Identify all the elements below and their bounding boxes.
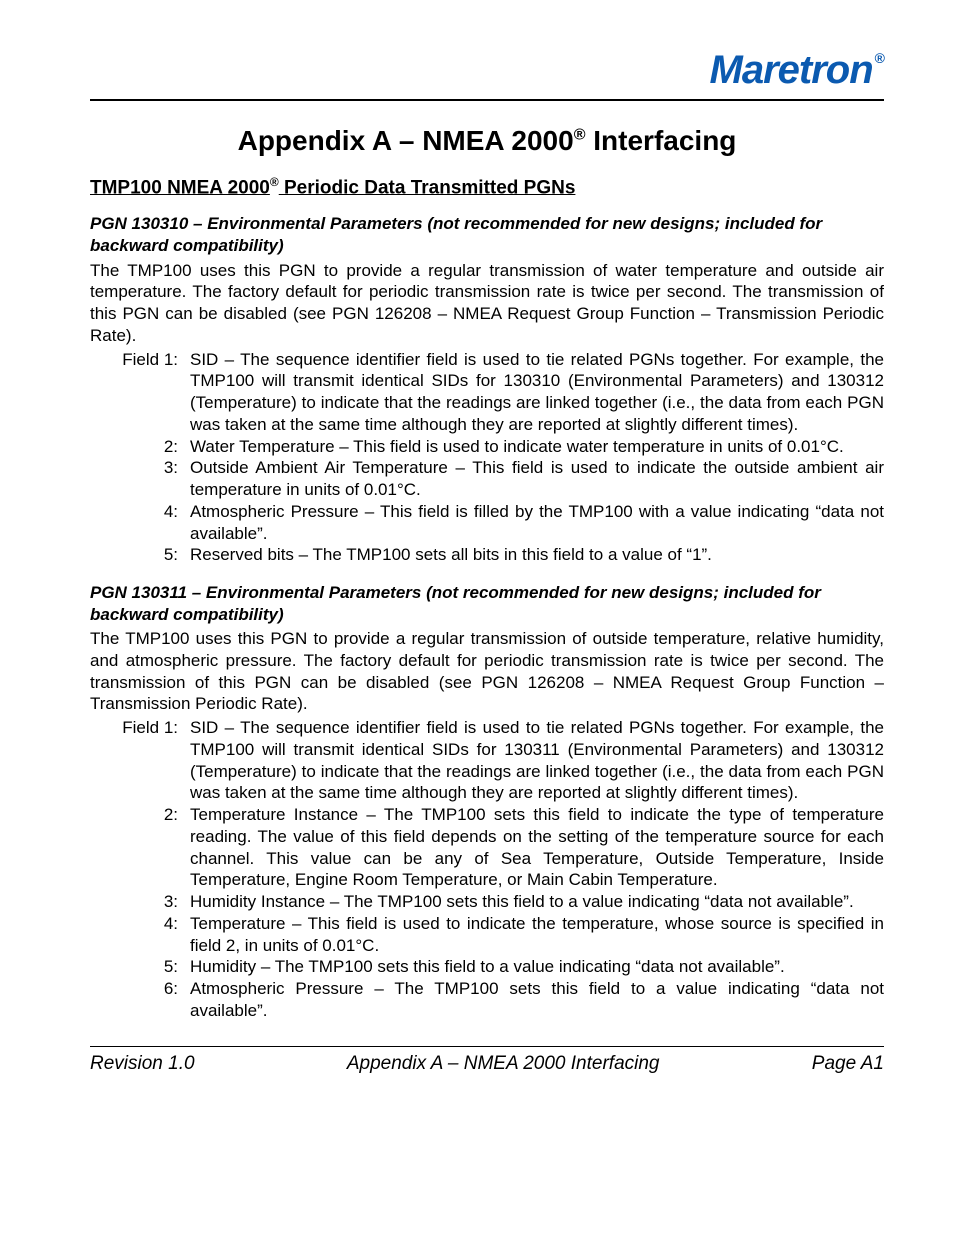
field-label: 3: — [90, 457, 190, 501]
pgn1-heading: PGN 130310 – Environmental Parameters (n… — [90, 213, 884, 257]
field-desc: Temperature – This field is used to indi… — [190, 913, 884, 957]
field-row: Field 1: SID – The sequence identifier f… — [90, 349, 884, 436]
pgn2-field-list: Field 1: SID – The sequence identifier f… — [90, 717, 884, 1022]
field-row: Field 1: SID – The sequence identifier f… — [90, 717, 884, 804]
field-row: 5: Reserved bits – The TMP100 sets all b… — [90, 544, 884, 566]
field-label: Field 1: — [90, 349, 190, 436]
field-desc: SID – The sequence identifier field is u… — [190, 717, 884, 804]
field-row: 3: Outside Ambient Air Temperature – Thi… — [90, 457, 884, 501]
brand-logo: Maretron ® — [710, 48, 884, 93]
field-row: 3: Humidity Instance – The TMP100 sets t… — [90, 891, 884, 913]
field-row: 2: Temperature Instance – The TMP100 set… — [90, 804, 884, 891]
pgn1-intro: The TMP100 uses this PGN to provide a re… — [90, 260, 884, 347]
field-desc: Temperature Instance – The TMP100 sets t… — [190, 804, 884, 891]
field-desc: Humidity Instance – The TMP100 sets this… — [190, 891, 884, 913]
field-label: Field 1: — [90, 717, 190, 804]
title-suffix: Interfacing — [585, 125, 736, 156]
field-label: 4: — [90, 501, 190, 545]
field-label: 3: — [90, 891, 190, 913]
footer-center: Appendix A – NMEA 2000 Interfacing — [347, 1053, 660, 1075]
document-page: Maretron ® Appendix A – NMEA 2000® Inter… — [0, 0, 954, 1115]
field-label: 5: — [90, 956, 190, 978]
field-row: 4: Atmospheric Pressure – This field is … — [90, 501, 884, 545]
field-desc: Outside Ambient Air Temperature – This f… — [190, 457, 884, 501]
brand-registered: ® — [875, 50, 884, 66]
field-desc: SID – The sequence identifier field is u… — [190, 349, 884, 436]
field-desc: Atmospheric Pressure – The TMP100 sets t… — [190, 978, 884, 1022]
field-desc: Atmospheric Pressure – This field is fil… — [190, 501, 884, 545]
field-label: 5: — [90, 544, 190, 566]
page-title: Appendix A – NMEA 2000® Interfacing — [90, 125, 884, 157]
field-desc: Humidity – The TMP100 sets this field to… — [190, 956, 884, 978]
pgn2-intro: The TMP100 uses this PGN to provide a re… — [90, 628, 884, 715]
field-label: 2: — [90, 436, 190, 458]
footer-right: Page A1 — [812, 1053, 884, 1075]
title-prefix: Appendix A – NMEA 2000 — [238, 125, 574, 156]
field-label: 2: — [90, 804, 190, 891]
field-row: 6: Atmospheric Pressure – The TMP100 set… — [90, 978, 884, 1022]
field-row: 4: Temperature – This field is used to i… — [90, 913, 884, 957]
field-desc: Water Temperature – This field is used t… — [190, 436, 884, 458]
field-row: 5: Humidity – The TMP100 sets this field… — [90, 956, 884, 978]
brand-name: Maretron — [710, 48, 873, 93]
section-sup: ® — [270, 175, 279, 189]
field-desc: Reserved bits – The TMP100 sets all bits… — [190, 544, 884, 566]
field-label: 6: — [90, 978, 190, 1022]
page-footer: Revision 1.0 Appendix A – NMEA 2000 Inte… — [90, 1046, 884, 1075]
section-prefix: TMP100 NMEA 2000 — [90, 177, 270, 198]
header-bar: Maretron ® — [90, 48, 884, 101]
title-sup: ® — [574, 127, 586, 144]
section-suffix: Periodic Data Transmitted PGNs — [279, 177, 576, 198]
section-heading: TMP100 NMEA 2000® Periodic Data Transmit… — [90, 175, 884, 199]
field-label: 4: — [90, 913, 190, 957]
pgn2-heading: PGN 130311 – Environmental Parameters (n… — [90, 582, 884, 626]
field-row: 2: Water Temperature – This field is use… — [90, 436, 884, 458]
footer-left: Revision 1.0 — [90, 1053, 195, 1075]
pgn1-field-list: Field 1: SID – The sequence identifier f… — [90, 349, 884, 567]
